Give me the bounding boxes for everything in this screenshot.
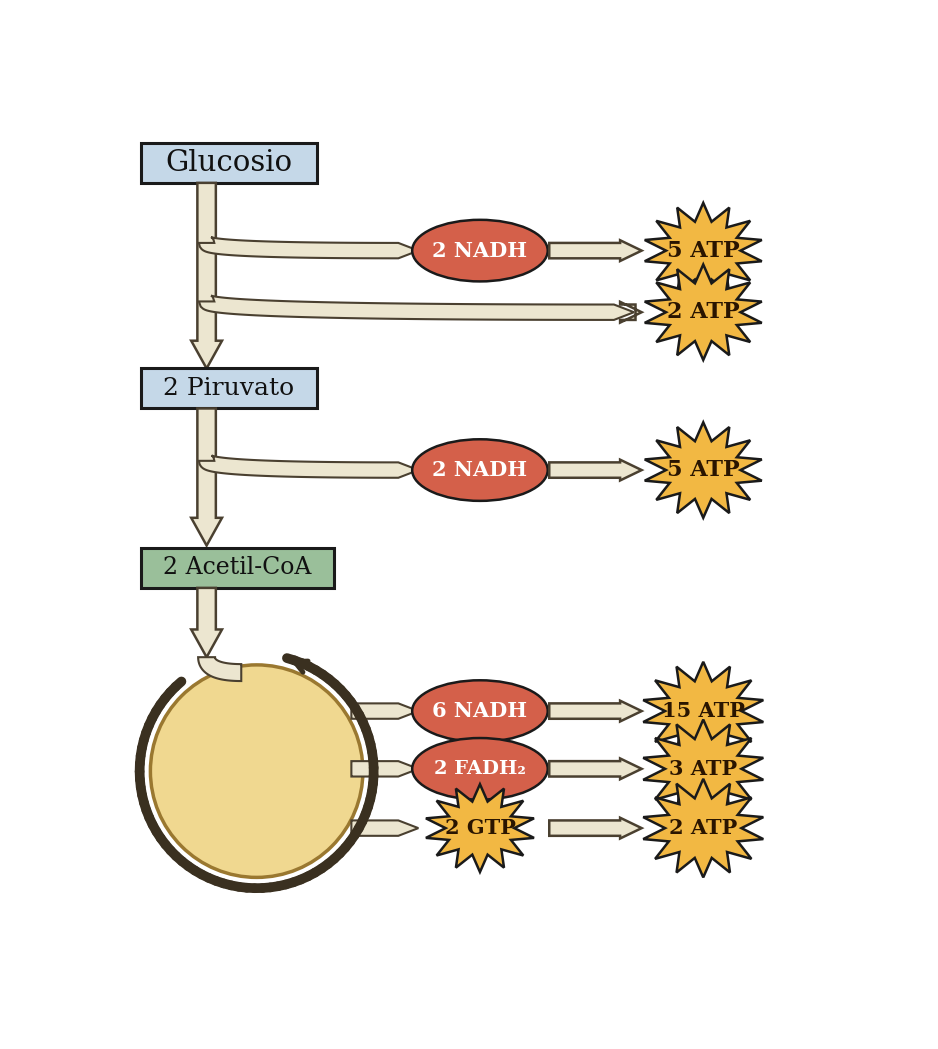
Text: 2 ATP: 2 ATP (669, 818, 737, 838)
PathPatch shape (426, 785, 534, 872)
Text: Glucosio: Glucosio (165, 149, 293, 177)
FancyBboxPatch shape (141, 548, 334, 587)
PathPatch shape (199, 237, 418, 258)
PathPatch shape (643, 662, 764, 761)
Ellipse shape (412, 440, 548, 500)
Text: 3 ATP: 3 ATP (669, 758, 737, 778)
Ellipse shape (412, 738, 548, 799)
Text: 2 Piruvato: 2 Piruvato (163, 377, 295, 400)
PathPatch shape (199, 296, 634, 320)
FancyBboxPatch shape (141, 143, 317, 183)
Text: 5 ATP: 5 ATP (667, 459, 739, 481)
PathPatch shape (644, 264, 762, 360)
PathPatch shape (550, 459, 642, 480)
PathPatch shape (199, 455, 418, 477)
PathPatch shape (550, 758, 642, 779)
PathPatch shape (550, 240, 642, 261)
Text: 2 GTP: 2 GTP (445, 818, 515, 838)
Ellipse shape (412, 681, 548, 742)
PathPatch shape (643, 720, 764, 818)
PathPatch shape (620, 302, 642, 323)
Circle shape (150, 665, 363, 877)
PathPatch shape (643, 778, 764, 877)
PathPatch shape (550, 701, 642, 722)
PathPatch shape (352, 820, 418, 836)
PathPatch shape (550, 818, 642, 838)
Ellipse shape (412, 220, 548, 281)
PathPatch shape (644, 202, 762, 298)
PathPatch shape (644, 423, 762, 518)
Text: 2 ATP: 2 ATP (667, 301, 739, 323)
Text: 5 ATP: 5 ATP (667, 239, 739, 261)
FancyBboxPatch shape (141, 368, 317, 408)
PathPatch shape (352, 762, 418, 776)
Text: 6 NADH: 6 NADH (432, 701, 527, 721)
PathPatch shape (191, 408, 222, 545)
Text: 2 NADH: 2 NADH (432, 461, 527, 480)
PathPatch shape (191, 183, 222, 368)
PathPatch shape (198, 657, 241, 681)
Text: 15 ATP: 15 ATP (662, 701, 745, 721)
PathPatch shape (352, 704, 418, 719)
Text: 2 Acetil-CoA: 2 Acetil-CoA (163, 556, 311, 579)
PathPatch shape (191, 587, 222, 657)
Text: 2 NADH: 2 NADH (432, 240, 527, 260)
Text: 2 FADH₂: 2 FADH₂ (434, 759, 526, 777)
